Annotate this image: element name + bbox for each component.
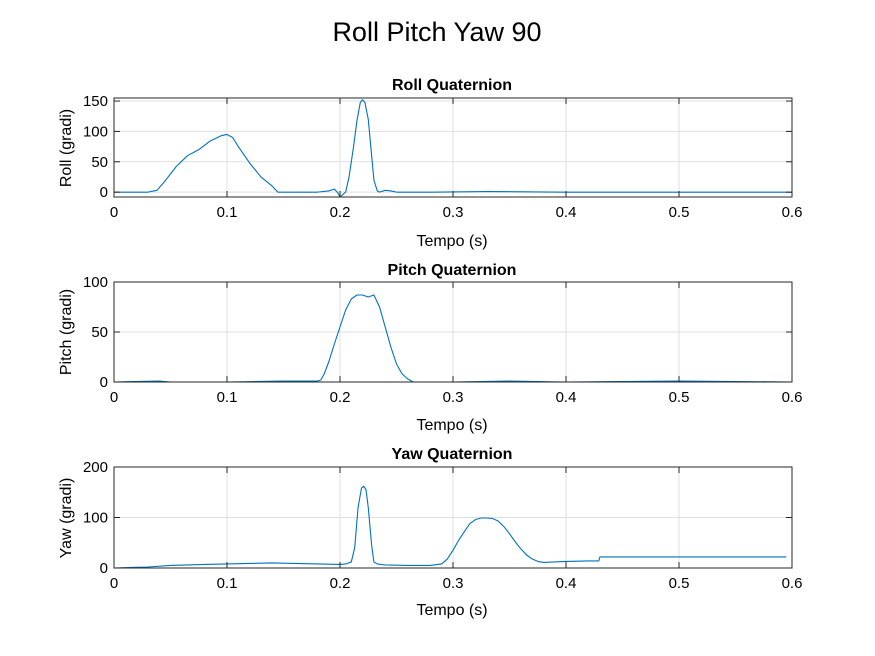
subplot-pitch: Pitch Quaternion Tempo (s) Pitch (gradi)… [58,262,802,434]
y-tick-label: 50 [91,154,108,171]
x-tick-label: 0 [110,389,118,406]
x-tick-label: 0.5 [669,575,690,592]
x-tick-label: 0 [110,204,118,221]
subplot-title: Yaw Quaternion [392,446,513,463]
grid [113,98,793,197]
x-tick-label: 0.1 [217,575,238,592]
y-tick-label: 100 [83,510,108,527]
x-tick-label: 0.6 [782,204,803,221]
x-tick-label: 0.6 [782,389,803,406]
x-tick-label: 0.2 [330,389,351,406]
x-axis-label: Tempo (s) [416,233,487,250]
x-tick-label: 0 [110,575,118,592]
x-tick-label: 0.6 [782,575,803,592]
x-tick-label: 0.1 [217,204,238,221]
y-axis-label: Roll (gradi) [58,109,75,187]
subplot-roll: Roll Quaternion Tempo (s) Roll (gradi) 0… [58,77,802,250]
y-tick-label: 200 [83,459,108,476]
y-axis-label: Yaw (gradi) [58,478,75,559]
series-line [114,99,792,197]
series-line [114,485,787,568]
x-tick-label: 0.1 [217,389,238,406]
y-tick-label: 50 [91,324,108,341]
x-tick-label: 0.4 [556,389,577,406]
x-tick-label: 0.3 [443,389,464,406]
x-tick-label: 0.4 [556,204,577,221]
y-tick-label: 0 [100,560,108,577]
figure-suptitle: Roll Pitch Yaw 90 [332,17,541,47]
y-axis-label: Pitch (gradi) [58,289,75,375]
x-tick-label: 0.2 [330,575,351,592]
x-tick-label: 0.3 [443,204,464,221]
x-tick-label: 0.2 [330,204,351,221]
y-tick-label: 100 [83,274,108,291]
series-line [114,294,792,382]
x-tick-label: 0.5 [669,389,690,406]
subplot-title: Pitch Quaternion [388,262,517,279]
subplot-title: Roll Quaternion [392,77,512,94]
y-tick-label: 0 [100,184,108,201]
grid [113,281,793,383]
x-tick-label: 0.4 [556,575,577,592]
subplot-yaw: Yaw Quaternion Tempo (s) Yaw (gradi) 0 0.… [58,446,802,619]
y-tick-label: 100 [83,123,108,140]
x-tick-label: 0.5 [669,204,690,221]
y-tick-label: 0 [100,374,108,391]
grid [113,466,793,569]
x-tick-label: 0.3 [443,575,464,592]
y-tick-label: 150 [83,93,108,110]
x-axis-label: Tempo (s) [416,602,487,619]
x-axis-label: Tempo (s) [416,417,487,434]
